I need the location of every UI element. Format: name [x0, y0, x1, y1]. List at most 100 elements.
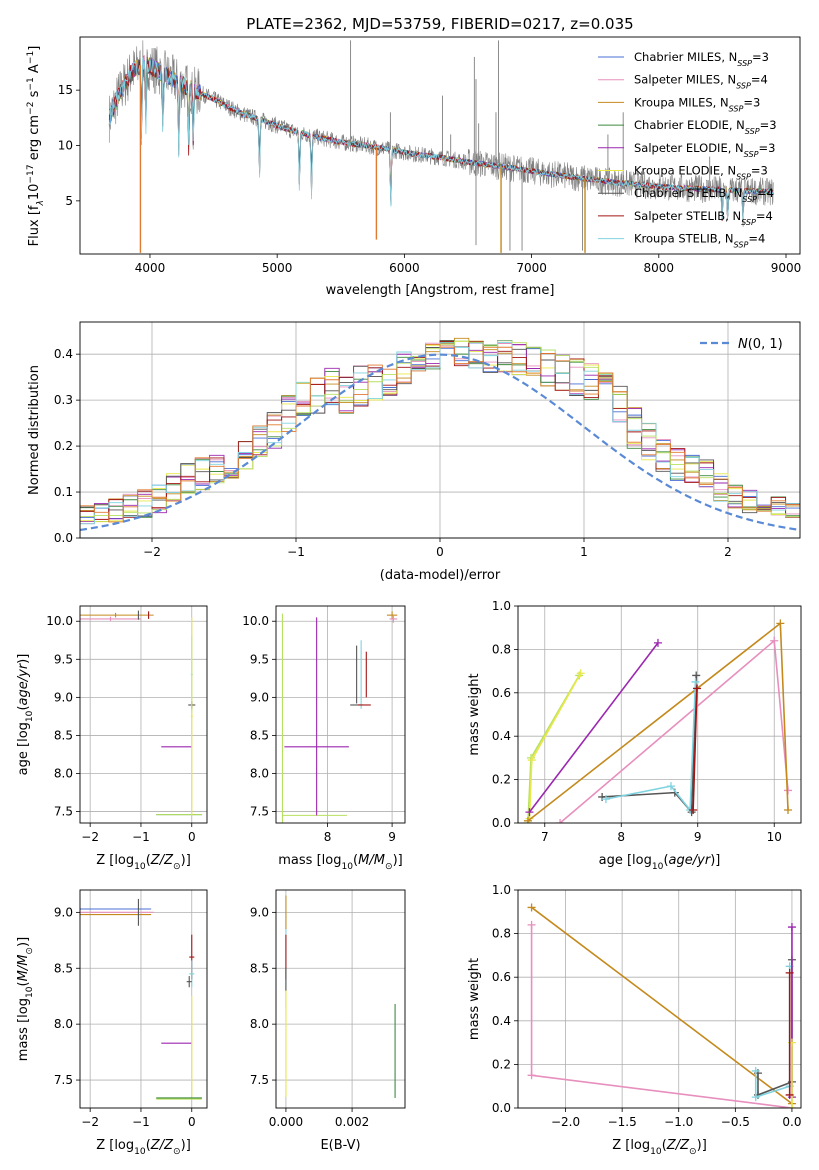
x-tick-label: 0 [188, 1115, 196, 1129]
legend-label: Kroupa MILES, NSSP=3 [634, 95, 760, 113]
weight-marker [751, 1066, 760, 1075]
x-tick-label: 6000 [389, 261, 420, 275]
axes-frame [79, 321, 801, 539]
x-tick-label: 1 [580, 545, 588, 559]
x-tick-label: −2 [81, 1115, 99, 1129]
y-tick-label: 0.4 [54, 347, 73, 361]
y-tick-label: 0.6 [492, 686, 511, 700]
x-tick-label: −1.5 [608, 1115, 637, 1129]
y-tick-label: 7.5 [250, 805, 269, 819]
y-tick-label: 7.5 [250, 1073, 269, 1087]
weight-line [530, 924, 793, 1108]
x-axis-label: age [log10(age/yr)] [599, 853, 721, 872]
x-axis-label: Z [log10(Z/Z⊙)] [96, 1138, 191, 1157]
x-tick-label: 10 [767, 830, 782, 844]
y-axis-label: mass weight [467, 958, 482, 1040]
legend-label: N(0, 1) [738, 337, 783, 352]
x-axis-label: E(B-V) [320, 1138, 360, 1153]
x-tick-label: −2 [81, 830, 99, 844]
weight-marker [527, 1071, 536, 1080]
y-axis-label: mass [log10(M/M⊙)] [16, 937, 35, 1061]
plot-area [281, 611, 398, 823]
x-tick-label: −2 [143, 545, 161, 559]
age-vs-metallicity-panel: −2 −1 0 7.5 8.0 8.5 9.0 9.5 10.0 Z [log10(Z/Z⊙)] a… [16, 605, 208, 872]
histogram-series [80, 340, 800, 538]
model-spectrum [108, 57, 774, 221]
x-tick-label: −1 [132, 830, 150, 844]
weight-marker [527, 756, 536, 765]
mass-weight-vs-age-panel: 7 8 9 10 0.0 0.2 0.4 0.6 0.8 1.0 age [log10(age/yr… [467, 599, 802, 872]
x-axis-label: wavelength [Angstrom, rest frame] [326, 283, 555, 298]
axes-frame [275, 605, 406, 824]
y-tick-label: 0.3 [54, 393, 73, 407]
weight-line [528, 642, 659, 813]
y-tick-label: 0.6 [492, 970, 511, 984]
legend-label: Chabrier MILES, NSSP=3 [634, 50, 769, 68]
x-tick-label: 0.000 [269, 1115, 303, 1129]
weight-marker [527, 903, 536, 912]
y-tick-label: 15 [58, 83, 73, 97]
legend-label: Kroupa ELODIE, NSSP=3 [634, 164, 768, 182]
x-tick-label: 5000 [262, 261, 293, 275]
spectrum-panel: 4000 5000 6000 7000 8000 9000 5 10 15 Chabrier MI… [26, 36, 801, 298]
x-tick-label: 9 [694, 830, 702, 844]
x-tick-label: −2.0 [551, 1115, 580, 1129]
weight-marker [770, 636, 779, 645]
legend-label: Salpeter STELIB, NSSP=4 [634, 209, 773, 227]
residual-histogram-panel: −2 −1 0 1 2 0.0 0.1 0.2 0.3 0.4 N(0, 1) (data-model… [27, 321, 801, 583]
plot-area [80, 337, 800, 538]
y-tick-label: 0.2 [54, 439, 73, 453]
y-tick-label: 8.5 [54, 728, 73, 742]
weight-marker [692, 671, 701, 680]
y-tick-label: 9.0 [54, 690, 73, 704]
x-tick-label: −0.5 [721, 1115, 750, 1129]
x-tick-label: 8 [324, 830, 332, 844]
y-axis-label: Normed distribution [27, 365, 42, 495]
weight-marker [692, 684, 701, 693]
y-tick-label: 8.0 [54, 767, 73, 781]
mass-vs-metallicity-panel: −2 −1 0 7.5 8.0 8.5 9.0 Z [log10(Z/Z⊙)] mass [lo… [16, 889, 208, 1157]
y-axis-label: Flux [fλ10−17 erg cm−2 s−1 A−1] [26, 46, 46, 247]
x-axis-label: Z [log10(Z/Z⊙)] [612, 1138, 707, 1157]
y-tick-label: 9.5 [250, 652, 269, 666]
y-tick-label: 9.0 [250, 690, 269, 704]
x-tick-label: 0.002 [335, 1115, 369, 1129]
legend-label: Salpeter MILES, NSSP=4 [634, 73, 768, 91]
weight-marker [666, 782, 675, 791]
weight-line [692, 688, 698, 811]
x-tick-label: −1 [132, 1115, 150, 1129]
x-tick-label: 8000 [644, 261, 675, 275]
y-tick-label: 0.4 [492, 1014, 511, 1028]
plot-area [523, 619, 792, 823]
y-tick-label: 0.2 [492, 1057, 511, 1071]
legend-label: Chabrier STELIB, NSSP=4 [634, 186, 774, 204]
y-tick-label: 8.5 [250, 961, 269, 975]
weight-line [559, 639, 789, 823]
y-tick-label: 0.4 [492, 729, 511, 743]
axes-frame [275, 889, 406, 1109]
axes-frame [517, 605, 802, 824]
plot-area [285, 895, 396, 1098]
y-tick-label: 0.0 [54, 531, 73, 545]
y-tick-label: 0.0 [492, 816, 511, 830]
legend-label: Kroupa STELIB, NSSP=4 [634, 232, 765, 250]
weight-marker [691, 677, 700, 686]
weight-marker [527, 920, 536, 929]
y-tick-label: 0.8 [492, 642, 511, 656]
mass-vs-reddening-panel: 0.000 0.002 7.5 8.0 8.5 9.0 E(B-V) [250, 889, 406, 1153]
x-tick-label: 0 [188, 830, 196, 844]
weight-marker [787, 1104, 796, 1108]
x-tick-label: 2 [724, 545, 732, 559]
legend-label: Chabrier ELODIE, NSSP=3 [634, 118, 777, 136]
x-tick-label: 0.0 [782, 1115, 801, 1129]
y-tick-label: 0.8 [492, 927, 511, 941]
weight-marker [785, 1090, 794, 1099]
axes-frame [79, 889, 208, 1109]
y-tick-label: 8.0 [250, 767, 269, 781]
plot-area [80, 898, 202, 1100]
weight-line [531, 906, 793, 1105]
weight-marker [776, 619, 785, 628]
mass-weight-vs-metallicity-panel: −2.0 −1.5 −1.0 −0.5 0.0 0.0 0.2 0.4 0.6 0.8 1.0 Z [… [467, 883, 801, 1157]
age-vs-mass-panel: 8 9 7.5 8.0 8.5 9.0 9.5 10.0 mass [log10(M/M⊙)] [242, 605, 406, 872]
